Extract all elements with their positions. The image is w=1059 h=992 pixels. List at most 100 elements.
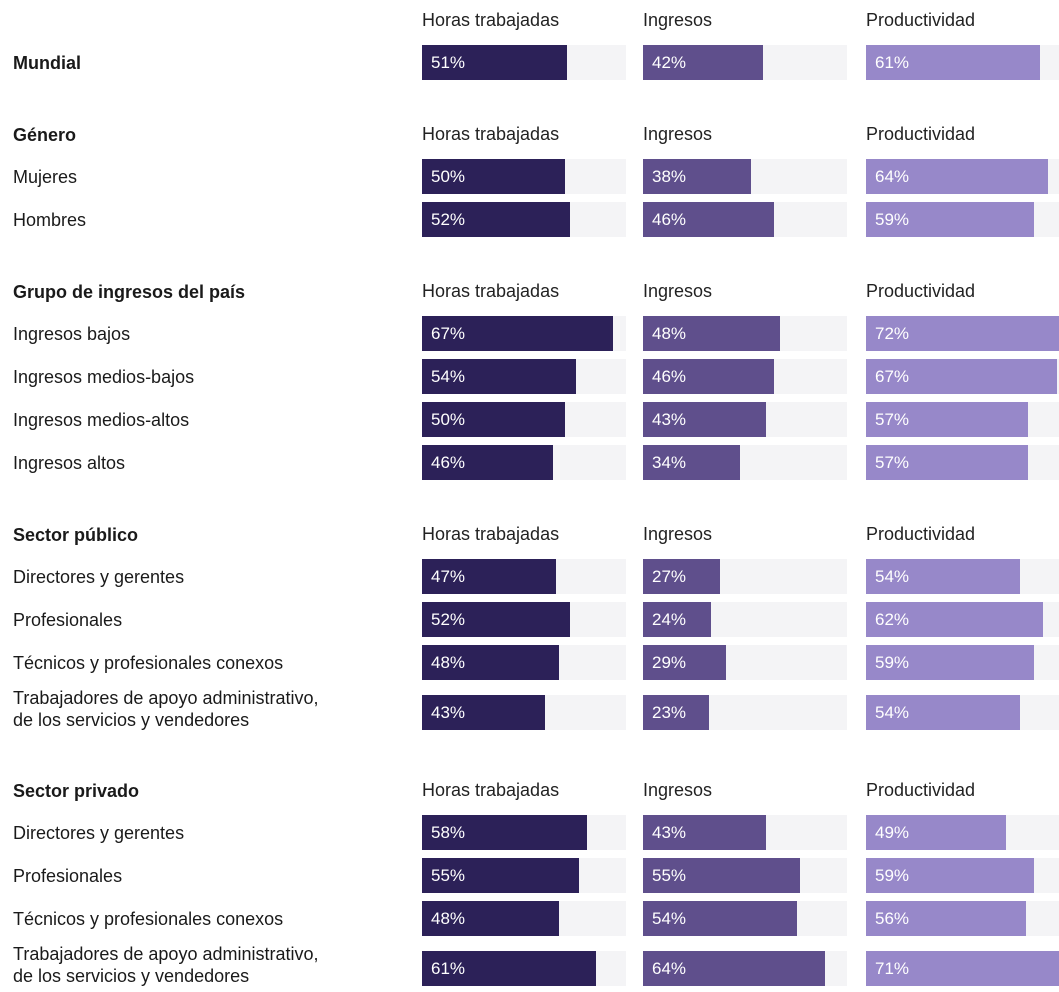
bar-track: 61% xyxy=(866,45,1059,80)
bar-track: 58% xyxy=(422,815,626,850)
data-label: 58% xyxy=(431,823,466,842)
data-label: 57% xyxy=(875,453,910,472)
data-label: 71% xyxy=(875,959,910,978)
data-label: 52% xyxy=(431,210,466,229)
bar xyxy=(422,45,568,80)
row-label-line: de los servicios y vendedores xyxy=(13,710,250,730)
bar xyxy=(643,951,826,986)
bar xyxy=(643,695,709,730)
row-label: Ingresos altos xyxy=(13,453,126,473)
data-label: 46% xyxy=(652,367,687,386)
data-label: 54% xyxy=(875,567,910,586)
bar xyxy=(422,951,596,986)
bar xyxy=(422,901,559,936)
bar-track: 62% xyxy=(866,602,1059,637)
data-label: 59% xyxy=(875,210,910,229)
data-label: 54% xyxy=(652,909,687,928)
bar xyxy=(866,45,1040,80)
bar-track: 43% xyxy=(643,402,847,437)
row-label: Directores y gerentes xyxy=(13,567,185,587)
bar-track: 56% xyxy=(866,901,1059,936)
data-label: 59% xyxy=(875,866,910,885)
column-header: Horas trabajadas xyxy=(422,10,560,30)
data-label: 54% xyxy=(875,703,910,722)
group-title: Sector privado xyxy=(13,781,140,801)
bar-track: 48% xyxy=(422,645,626,680)
bar xyxy=(422,402,565,437)
bar-track: 52% xyxy=(422,602,626,637)
bar xyxy=(643,402,766,437)
column-header: Horas trabajadas xyxy=(422,124,560,144)
data-label: 34% xyxy=(652,453,687,472)
column-header: Ingresos xyxy=(643,124,713,144)
bar-track: 42% xyxy=(643,45,847,80)
row-label: Técnicos y profesionales conexos xyxy=(13,909,284,929)
bar xyxy=(643,559,720,594)
data-label: 46% xyxy=(652,210,687,229)
bar xyxy=(643,445,740,480)
bar xyxy=(866,402,1029,437)
bar xyxy=(643,316,780,351)
bar-track: 59% xyxy=(866,202,1059,237)
row-label: Trabajadores de apoyo administrativo, de … xyxy=(13,687,319,731)
bar xyxy=(422,445,554,480)
data-label: 55% xyxy=(431,866,466,885)
bar-track: 52% xyxy=(422,202,626,237)
bar-track: 48% xyxy=(643,316,847,351)
data-label: 27% xyxy=(652,567,687,586)
group-title: Grupo de ingresos del país xyxy=(13,282,246,302)
bar xyxy=(422,159,565,194)
bar-track: 34% xyxy=(643,445,847,480)
bar-track: 50% xyxy=(422,159,626,194)
bar xyxy=(643,858,800,893)
column-header: Ingresos xyxy=(643,281,713,301)
data-label: 54% xyxy=(431,367,466,386)
bar xyxy=(643,645,726,680)
data-label: 49% xyxy=(875,823,910,842)
data-label: 67% xyxy=(431,324,466,343)
data-label: 55% xyxy=(652,866,687,885)
data-label: 48% xyxy=(431,653,466,672)
bar-track: 54% xyxy=(866,559,1059,594)
row-label: Hombres xyxy=(13,210,87,230)
column-header: Ingresos xyxy=(643,524,713,544)
data-label: 67% xyxy=(875,367,910,386)
bar-track: 55% xyxy=(643,858,847,893)
bar xyxy=(422,815,588,850)
data-label: 29% xyxy=(652,653,687,672)
data-label: 61% xyxy=(875,53,910,72)
data-label: 23% xyxy=(652,703,687,722)
bar xyxy=(866,602,1043,637)
bar-track: 61% xyxy=(422,951,626,986)
column-header: Ingresos xyxy=(643,10,713,30)
bar-track: 59% xyxy=(866,645,1059,680)
bar xyxy=(866,445,1029,480)
data-label: 59% xyxy=(875,653,910,672)
bar-track: 43% xyxy=(422,695,626,730)
bar xyxy=(866,359,1057,394)
bar xyxy=(866,559,1020,594)
bar xyxy=(422,645,559,680)
bar-track: 54% xyxy=(643,901,847,936)
data-label: 43% xyxy=(652,410,687,429)
column-header: Ingresos xyxy=(643,780,713,800)
bar-track: 27% xyxy=(643,559,847,594)
data-label: 43% xyxy=(652,823,687,842)
bar-track: 47% xyxy=(422,559,626,594)
bar-track: 72% xyxy=(866,316,1059,351)
bar-track: 54% xyxy=(866,695,1059,730)
row-label-line: Trabajadores de apoyo administrativo, xyxy=(13,944,319,964)
data-label: 57% xyxy=(875,410,910,429)
bar xyxy=(866,815,1006,850)
bar xyxy=(866,695,1020,730)
row-label: Profesionales xyxy=(13,610,123,630)
bar xyxy=(866,858,1035,893)
data-label: 46% xyxy=(431,453,466,472)
column-header: Productividad xyxy=(866,10,976,30)
data-label: 56% xyxy=(875,909,910,928)
bar xyxy=(422,858,579,893)
bar-track: 57% xyxy=(866,445,1059,480)
row-label: Directores y gerentes xyxy=(13,823,185,843)
bar xyxy=(422,316,613,351)
bar-track: 46% xyxy=(643,202,847,237)
